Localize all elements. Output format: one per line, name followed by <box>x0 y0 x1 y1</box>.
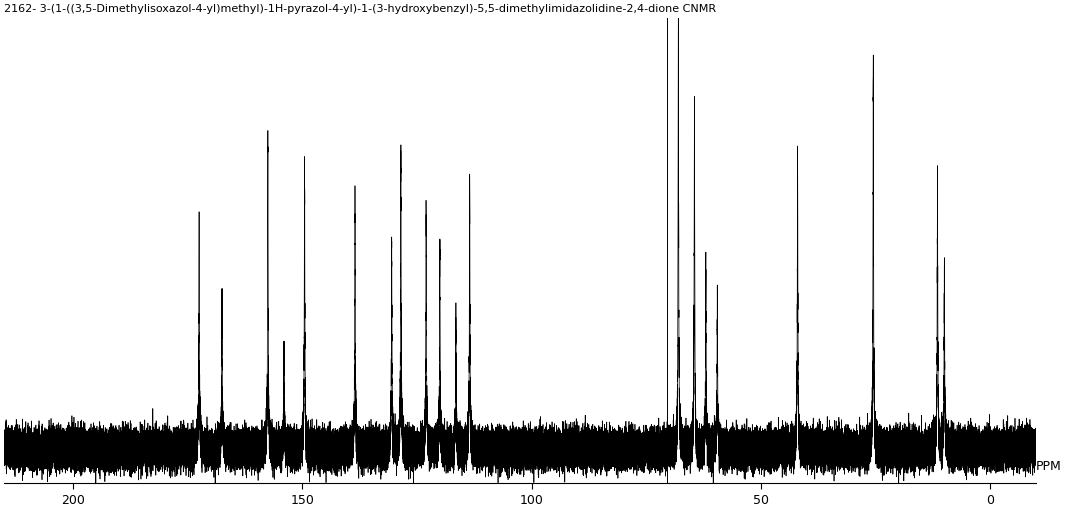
Text: 2162- 3-(1-((3,5-Dimethylisoxazol-4-yl)methyl)-1H-pyrazol-4-yl)-1-(3-hydroxybenz: 2162- 3-(1-((3,5-Dimethylisoxazol-4-yl)m… <box>4 4 716 14</box>
Text: PPM: PPM <box>1036 460 1062 473</box>
